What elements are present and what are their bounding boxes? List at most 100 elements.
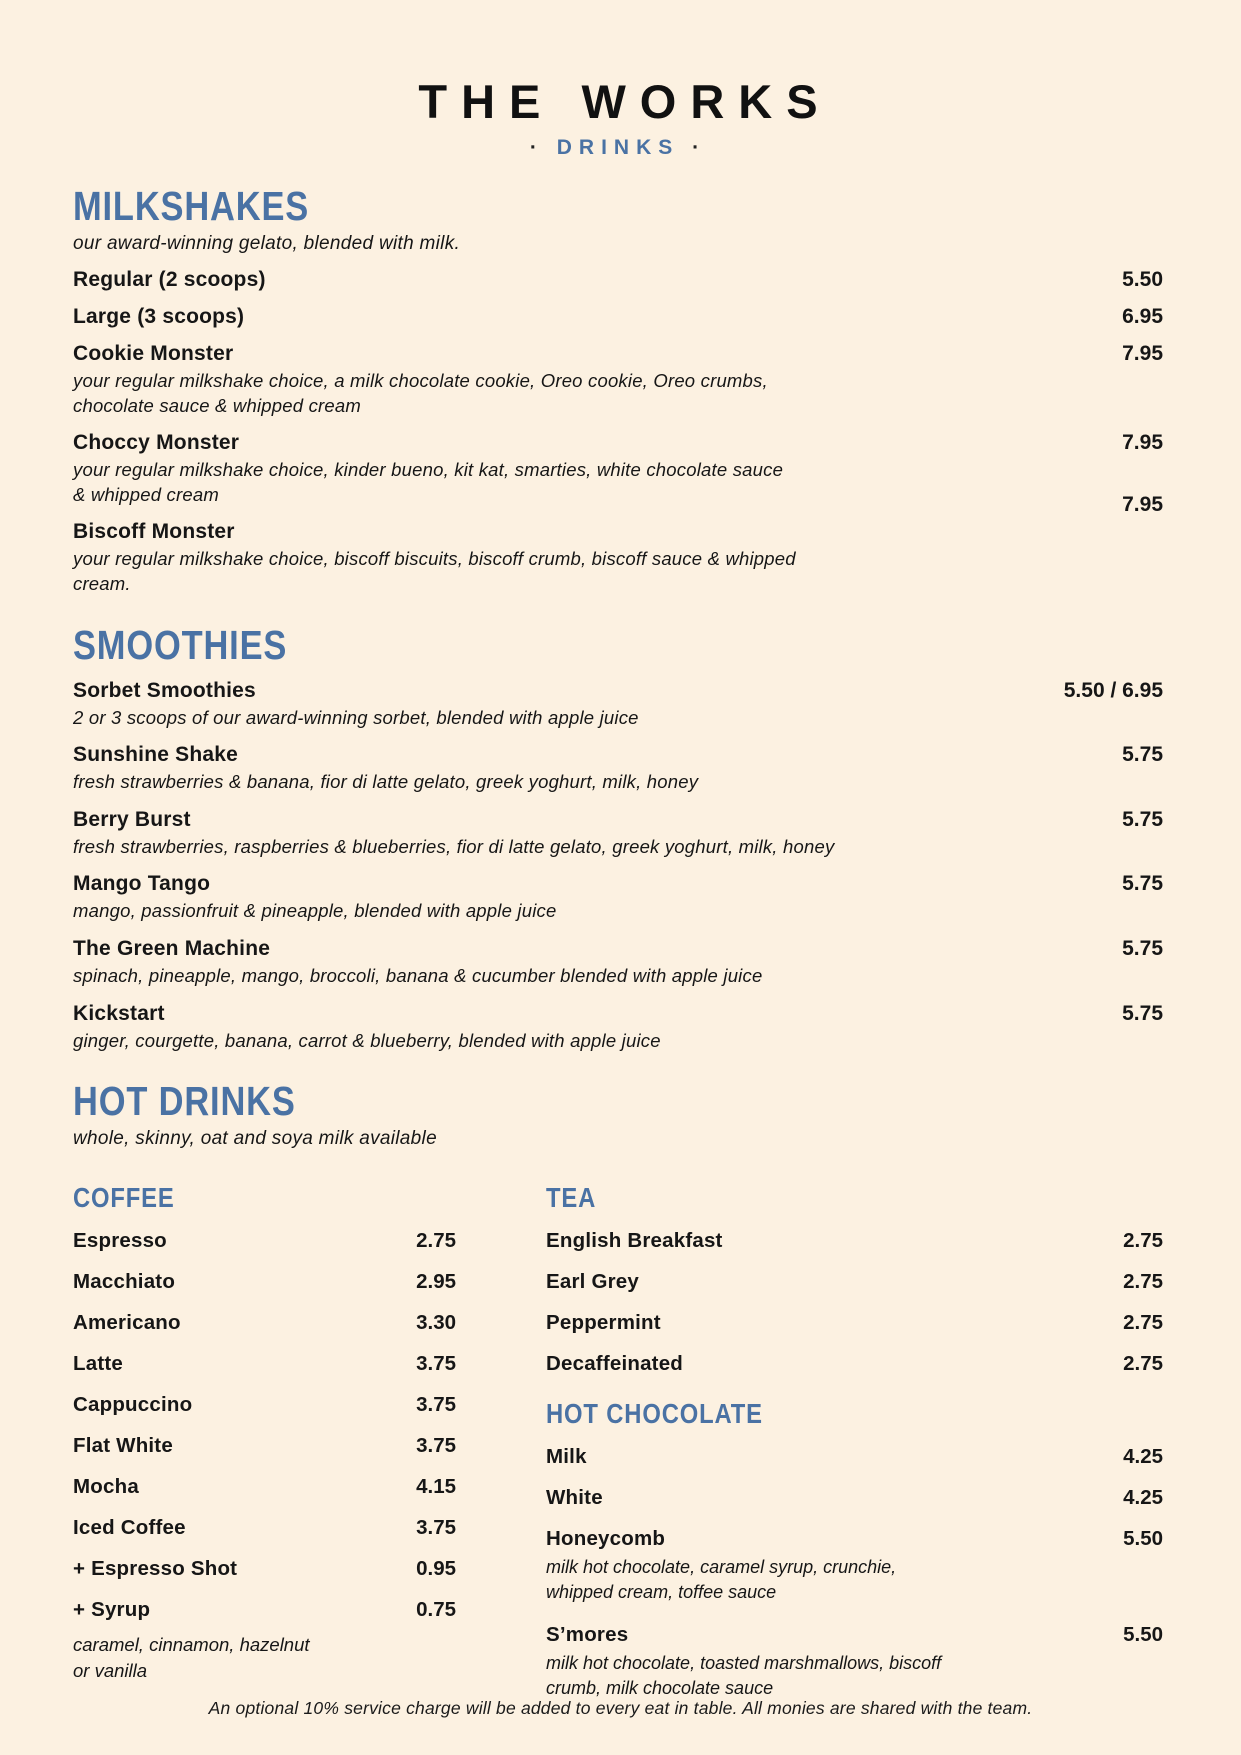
item-name: The Green Machine	[73, 936, 271, 960]
item-name: Regular (2 scoops)	[73, 268, 266, 291]
item-description: milk hot chocolate, toasted marshmallows…	[546, 1652, 942, 1698]
item-name: Milk	[546, 1445, 587, 1469]
item-price: 0.95	[416, 1557, 456, 1581]
item-name: Sunshine Shake	[73, 743, 239, 767]
item-price: 5.50	[1123, 1527, 1163, 1551]
item-name: Sorbet Smoothies	[73, 678, 256, 702]
item-description: fresh strawberries, raspberries & bluebe…	[73, 835, 835, 857]
hot-drinks-section: HOT DRINKS whole, skinny, oat and soya m…	[73, 1081, 1163, 1701]
menu-item: Cappuccino 3.75	[73, 1393, 456, 1417]
item-description: your regular milkshake choice, kinder bu…	[73, 459, 784, 505]
hot-drinks-title: HOT DRINKS	[73, 1078, 296, 1125]
item-name: Macchiato	[73, 1270, 176, 1294]
item-price: 0.75	[416, 1598, 456, 1622]
item-description: milk hot chocolate, caramel syrup, crunc…	[546, 1557, 897, 1603]
menu-item: Mocha 4.15	[73, 1475, 456, 1499]
restaurant-title: THE WORKS	[418, 75, 832, 128]
item-name: English Breakfast	[546, 1229, 723, 1253]
hot-drinks-columns: COFFEE Espresso 2.75 Macchiato 2.95 Amer…	[73, 1160, 1163, 1701]
menu-item: Espresso 2.75	[73, 1229, 456, 1253]
hot-chocolate-title: HOT CHOCOLATE	[546, 1398, 763, 1430]
item-price: 3.75	[416, 1352, 456, 1376]
menu-item: Macchiato 2.95	[73, 1270, 456, 1294]
menu-header: THE WORKS DRINKS	[73, 74, 1163, 160]
item-price: 2.75	[1123, 1270, 1163, 1294]
item-description: your regular milkshake choice, a milk ch…	[73, 370, 768, 416]
menu-item: Earl Grey 2.75	[546, 1270, 1163, 1294]
item-price: 7.95	[1122, 493, 1163, 517]
menu-item: Milk 4.25	[546, 1445, 1163, 1469]
menu-item: + Espresso Shot 0.95	[73, 1557, 456, 1581]
item-price: 5.50	[1122, 268, 1163, 291]
item-name: Mango Tango	[73, 872, 211, 896]
item-price: 2.75	[1123, 1311, 1163, 1335]
milkshakes-title: MILKSHAKES	[73, 183, 310, 229]
item-price: 7.95	[1122, 342, 1163, 365]
item-price: 3.75	[416, 1434, 456, 1458]
item-name: Biscoff Monster	[73, 520, 235, 544]
menu-item: Regular (2 scoops) 5.50	[73, 268, 1163, 292]
menu-item: The Green Machine 5.75 spinach, pineappl…	[73, 937, 1163, 989]
item-name: Kickstart	[73, 1001, 165, 1025]
item-name: Honeycomb	[546, 1527, 666, 1551]
menu-item: Choccy Monster 7.95 your regular milksha…	[73, 431, 1163, 507]
item-description: spinach, pineapple, mango, broccoli, ban…	[73, 964, 763, 986]
menu-item: Flat White 3.75	[73, 1434, 456, 1458]
syrup-flavours-note: caramel, cinnamon, hazelnut or vanilla	[73, 1634, 310, 1682]
item-name: Cappuccino	[73, 1393, 193, 1417]
item-name: Peppermint	[546, 1311, 661, 1335]
smoothies-title: SMOOTHIES	[73, 621, 288, 668]
menu-item: Iced Coffee 3.75	[73, 1516, 456, 1540]
menu-item: Biscoff Monster 7.95 your regular milksh…	[73, 493, 1163, 596]
item-name: Mocha	[73, 1475, 139, 1499]
menu-item: Latte 3.75	[73, 1352, 456, 1376]
item-name: Flat White	[73, 1434, 173, 1458]
item-name: Iced Coffee	[73, 1516, 186, 1540]
item-price: 5.75	[1122, 936, 1163, 960]
milkshakes-intro: our award-winning gelato, blended with m…	[73, 233, 461, 254]
item-name: Americano	[73, 1311, 181, 1335]
item-price: 5.75	[1122, 1001, 1163, 1025]
hot-drinks-intro: whole, skinny, oat and soya milk availab…	[73, 1128, 437, 1150]
item-name: S’mores	[546, 1622, 629, 1646]
item-price: 5.75	[1122, 807, 1163, 831]
item-price: 5.50 / 6.95	[1063, 678, 1163, 702]
item-price: 4.15	[416, 1475, 456, 1499]
menu-item: Sorbet Smoothies 5.50 / 6.95 2 or 3 scoo…	[73, 679, 1163, 731]
item-price: 4.25	[1123, 1486, 1163, 1510]
menu-subtitle: DRINKS	[73, 136, 1163, 160]
item-price: 3.75	[416, 1516, 456, 1540]
menu-item: + Syrup 0.75	[73, 1598, 456, 1622]
coffee-title: COFFEE	[73, 1182, 175, 1214]
item-price: 2.95	[416, 1270, 456, 1294]
item-description: mango, passionfruit & pineapple, blended…	[73, 900, 557, 922]
item-price: 2.75	[1123, 1352, 1163, 1376]
menu-item: Cookie Monster 7.95 your regular milksha…	[73, 342, 1163, 418]
menu-item: Berry Burst 5.75 fresh strawberries, ras…	[73, 808, 1163, 860]
menu-item: S’mores 5.50	[546, 1623, 1163, 1647]
menu-item: Americano 3.30	[73, 1311, 456, 1335]
item-name: Choccy Monster	[73, 431, 240, 455]
milkshakes-section: MILKSHAKES our award-winning gelato, ble…	[73, 186, 1163, 597]
item-name: White	[546, 1486, 603, 1510]
item-name: + Syrup	[73, 1598, 151, 1622]
item-name: + Espresso Shot	[73, 1557, 238, 1581]
item-name: Decaffeinated	[546, 1352, 684, 1376]
coffee-subsection: COFFEE Espresso 2.75 Macchiato 2.95 Amer…	[73, 1160, 456, 1701]
item-description: ginger, courgette, banana, carrot & blue…	[73, 1029, 661, 1051]
item-name: Berry Burst	[73, 807, 191, 831]
item-description: 2 or 3 scoops of our award-winning sorbe…	[73, 706, 639, 728]
item-price: 6.95	[1122, 305, 1163, 328]
menu-item: Honeycomb 5.50	[546, 1527, 1163, 1551]
item-name: Espresso	[73, 1229, 167, 1253]
item-name: Earl Grey	[546, 1270, 639, 1294]
item-price: 4.25	[1123, 1445, 1163, 1469]
item-price: 2.75	[416, 1229, 456, 1253]
item-name: Large (3 scoops)	[73, 305, 245, 328]
item-description: fresh strawberries & banana, fior di lat…	[73, 771, 699, 793]
menu-item: Sunshine Shake 5.75 fresh strawberries &…	[73, 743, 1163, 795]
item-price: 3.75	[416, 1393, 456, 1417]
item-description: your regular milkshake choice, biscoff b…	[73, 548, 796, 594]
item-name: Latte	[73, 1352, 123, 1376]
